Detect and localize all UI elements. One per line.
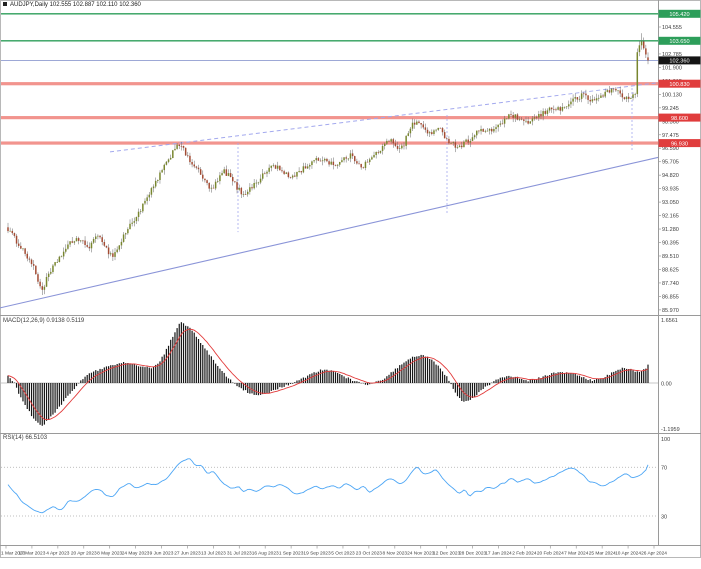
axis-label: 4 Apr 2023 — [46, 551, 70, 557]
axis-label: 23 Oct 2023 — [356, 551, 382, 557]
price-label-box — [658, 79, 701, 88]
axis-label: 98.600 — [671, 116, 688, 122]
axis-label: 17 Jan 2024 — [485, 551, 512, 557]
rsi-indicator-label: RSI(14) 66.5103 — [3, 435, 48, 441]
axis-label: 100 — [661, 437, 670, 443]
axis-label: 24 May 2023 — [122, 551, 150, 557]
price-levels — [1, 13, 658, 145]
axis-label: 88.625 — [662, 267, 679, 273]
axis-label: 1 Mar 2023 — [1, 551, 26, 557]
axis-label: 27 Jun 2023 — [174, 551, 201, 557]
axis-label: 26 Apr 2024 — [641, 551, 667, 557]
axis-label: 9 Jun 2023 — [150, 551, 174, 557]
candle-bodies[interactable] — [7, 41, 649, 290]
axis-label: 30 — [661, 515, 667, 521]
axis-label: 0.00 — [661, 382, 672, 388]
axis-label: 10 Apr 2024 — [615, 551, 641, 557]
axis-label: 103.650 — [669, 39, 689, 45]
axis-label: 104.555 — [662, 25, 682, 31]
axis-label: 16 Aug 2023 — [252, 551, 279, 557]
support-resistance-band[interactable] — [1, 141, 658, 145]
axis-label: 100.130 — [662, 92, 682, 98]
support-resistance-band[interactable] — [1, 82, 658, 86]
rsi-panel[interactable] — [1, 458, 658, 517]
axis-label: 105.420 — [669, 12, 689, 18]
price-label-box — [658, 56, 701, 65]
axis-label: -1.1959 — [661, 427, 680, 433]
axis-label: 8 Nov 2023 — [383, 551, 408, 557]
trendline-dashed[interactable] — [109, 82, 660, 153]
axis-label: 1.6561 — [661, 318, 678, 324]
axis-label: 93.935 — [662, 187, 679, 193]
axis-label: 89.510 — [662, 254, 679, 260]
axis-label: 7 Mar 2024 — [564, 551, 589, 557]
axis-label: 12 Dec 2023 — [433, 551, 461, 557]
axis-label: 99.245 — [662, 106, 679, 112]
axis-label: 92.165 — [662, 214, 679, 220]
axis-label: 1 Sep 2023 — [279, 551, 304, 557]
chart-title: AUDJPY,Daily 102.555 102.887 102.110 102… — [3, 2, 141, 9]
axis-label: 98.360 — [662, 119, 679, 125]
axis-label: 70 — [661, 466, 667, 472]
macd-indicator-label: MACD(12,26,9) 0.9138 0.5119 — [3, 318, 85, 324]
axis-label: 17 Mar 2023 — [18, 551, 45, 557]
macd-panel[interactable] — [1, 322, 658, 426]
trendlines[interactable] — [0, 82, 660, 309]
axis-label: 13 Jul 2023 — [201, 551, 226, 557]
axis-label: 87.740 — [662, 281, 679, 287]
axis-label: 5 Oct 2023 — [331, 551, 355, 557]
macd-signal-line — [7, 328, 649, 421]
rsi-line — [7, 458, 649, 514]
price-label-box — [658, 9, 701, 18]
axis-label: 96.590 — [662, 146, 679, 152]
axis-label: 31 Jul 2023 — [227, 551, 252, 557]
axis-label: 8 May 2023 — [97, 551, 122, 557]
axis-label: 94.820 — [662, 173, 679, 179]
axis-label: 93.050 — [662, 200, 679, 206]
axis-label: 97.475 — [662, 133, 679, 139]
axis-label: 2 Feb 2024 — [512, 551, 537, 557]
axis-label: 19 Sep 2023 — [303, 551, 331, 557]
chart-title-text: AUDJPY,Daily 102.555 102.887 102.110 102… — [10, 2, 141, 8]
price-label-box — [658, 139, 701, 148]
axis-label: 102.360 — [669, 59, 689, 65]
price-level-labels: 105.420 103.650 100.830 98.600 96.930 102.360 — [658, 9, 701, 148]
axis-label: 100.830 — [669, 82, 689, 88]
axis-label: 96.930 — [671, 141, 688, 147]
price-label-box — [658, 36, 701, 45]
axis-label: 20 Apr 2023 — [71, 551, 97, 557]
axis-label: 20 Feb 2024 — [537, 551, 564, 557]
axis-label: 95.705 — [662, 160, 679, 166]
trendline-solid[interactable] — [0, 156, 660, 309]
panel-separators — [0, 0, 701, 546]
axis-label: 101.900 — [662, 65, 682, 71]
price-label-box — [658, 113, 701, 122]
axis-label: 86.855 — [662, 294, 679, 300]
axis-label: 28 Dec 2023 — [459, 551, 487, 557]
axis-label: 102.785 — [662, 52, 682, 58]
axis-label: 25 Mar 2024 — [589, 551, 616, 557]
symbol-marker-icon — [3, 2, 7, 7]
axis-label: 91.280 — [662, 227, 679, 233]
axis-label: 24 Nov 2023 — [407, 551, 435, 557]
support-resistance-band[interactable] — [1, 116, 658, 120]
axis-label: 90.395 — [662, 241, 679, 247]
axis-label: 85.970 — [662, 308, 679, 314]
